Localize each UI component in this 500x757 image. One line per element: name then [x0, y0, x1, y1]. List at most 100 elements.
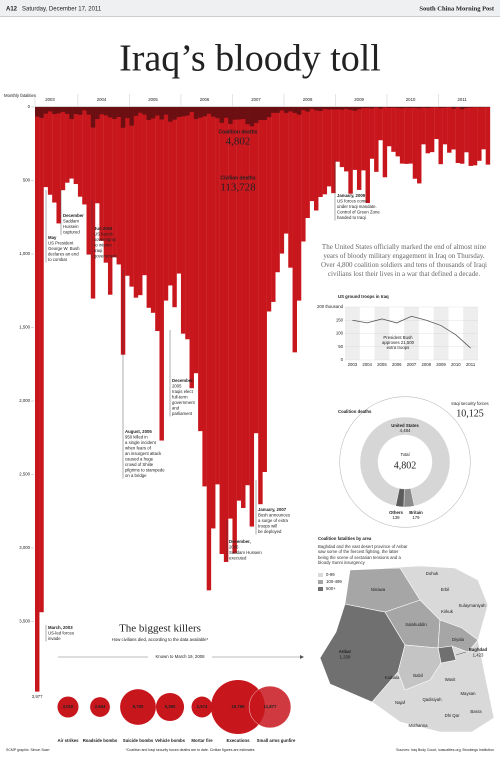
civilian-bar: [279, 107, 285, 254]
civilian-bar: [107, 107, 113, 295]
civilian-bar: [43, 107, 49, 188]
civilian-bar: [292, 107, 297, 353]
total-value: 4,802: [394, 460, 417, 471]
annotation: 2006: [229, 545, 239, 550]
coalition-bar: [73, 107, 79, 115]
period-arrow: [300, 655, 304, 659]
bubble-name: Roadside bombs: [83, 738, 118, 743]
annotation: be deployed: [258, 529, 282, 534]
region-label: Najaf: [395, 700, 406, 705]
annotation: US President: [48, 241, 74, 246]
coalition-bar: [142, 107, 147, 115]
coalition-bar: [301, 107, 306, 111]
civilian-bar: [365, 107, 370, 203]
civilian-bar: [442, 107, 448, 145]
civilian-bar: [172, 107, 177, 308]
civilian-bar: [228, 107, 233, 519]
civilian-bar: [73, 107, 79, 185]
civilian-bar: [129, 107, 134, 287]
civilian-bar: [193, 107, 199, 374]
coalition-bar: [296, 107, 302, 115]
region-label: Muthanna: [408, 723, 428, 728]
coalition-bar: [112, 107, 117, 120]
annotation: caused a huge: [125, 457, 154, 462]
x-tick-label: 2005: [148, 97, 158, 102]
annotation: a surge of extra: [258, 518, 288, 523]
coalition-bar: [159, 107, 164, 120]
map-subtitle: Baghdad and the vast desert province of …: [318, 544, 408, 566]
civilian-bar: [391, 107, 396, 152]
civilian-bar: [314, 107, 319, 211]
coalition-bar: [344, 107, 349, 109]
legend-label: 0-99: [326, 572, 335, 577]
annotation: declares an end: [48, 252, 79, 257]
annotation: when fears of: [125, 446, 152, 451]
civilian-bar: [348, 107, 353, 194]
civilian-bar: [361, 107, 366, 171]
bubble-name: Vehicle bombs: [155, 738, 186, 743]
series-total: 113,728: [220, 182, 256, 194]
coalition-bar: [412, 107, 418, 108]
bubble-name: Small arms gunfire: [257, 738, 296, 743]
coalition-bar: [408, 107, 413, 109]
note: *Coalition and Iraqi security forces dea…: [126, 748, 255, 752]
coalition-bar: [288, 107, 293, 112]
series-name: Coalition deaths: [219, 129, 258, 135]
coalition-bar: [232, 107, 237, 120]
annotation: Saddam: [63, 219, 79, 224]
civilian-bar: [468, 107, 473, 166]
title: Iraq’s bloody toll: [119, 38, 381, 80]
coalition-bar: [464, 107, 469, 108]
y-tick-label: 0: [28, 104, 31, 109]
civilian-bar: [399, 107, 405, 164]
civilian-bar: [464, 107, 469, 153]
sources: Sources: Iraq Body Count, icasualties.or…: [396, 748, 494, 752]
region-label: Babil: [413, 673, 423, 678]
coalition-bar: [335, 107, 340, 110]
coalition-bar: [459, 107, 465, 110]
coalition-bar: [219, 107, 225, 123]
civilian-bar: [459, 107, 465, 164]
civilian-bar: [245, 107, 250, 486]
coalition-bar: [421, 107, 426, 108]
coalition-bar: [279, 107, 285, 111]
coalition-bar: [146, 107, 152, 120]
x-tick-label: 2009: [436, 362, 446, 367]
donut-slice: [395, 488, 405, 508]
bubble-value: 19,766: [231, 704, 245, 709]
y-tick-label: 0: [341, 357, 344, 362]
annotation: captured: [63, 230, 80, 235]
annotation: Iraqi: [94, 248, 102, 253]
coalition-bar: [348, 107, 353, 110]
coalition-bar: [438, 107, 443, 108]
x-tick-label: 2010: [406, 97, 416, 102]
annotation: invade: [48, 636, 61, 641]
coalition-bar: [451, 107, 456, 109]
troops-line: [352, 315, 471, 349]
donut-slice: [359, 416, 451, 507]
y-tick-label: 2,500: [19, 472, 30, 477]
coalition-bar: [292, 107, 297, 113]
region-label: Sulaymaniyah: [459, 603, 487, 608]
coalition-bar: [99, 107, 104, 115]
coalition-bar: [283, 107, 289, 113]
coalition-bar: [365, 107, 370, 109]
bubble: [248, 685, 292, 729]
x-tick-label: 2004: [362, 362, 372, 367]
region-value: 1,338: [340, 655, 351, 660]
coalition-bar: [318, 107, 323, 111]
coalition-bar: [309, 107, 315, 110]
coalition-bar: [275, 107, 280, 113]
annotation: August, 2005: [125, 429, 152, 434]
slice-value: 179: [412, 515, 420, 520]
annotation: to interim: [94, 243, 112, 248]
coalition-bar: [47, 107, 53, 112]
region-ninawa: [344, 567, 421, 613]
coalition-bar: [198, 107, 203, 118]
region-label: Ninawa: [371, 587, 386, 592]
coalition-bar: [258, 107, 263, 120]
coalition-bar: [125, 107, 130, 119]
bubble: [191, 696, 213, 718]
bubble: [155, 692, 185, 722]
header-band: [0, 0, 500, 16]
